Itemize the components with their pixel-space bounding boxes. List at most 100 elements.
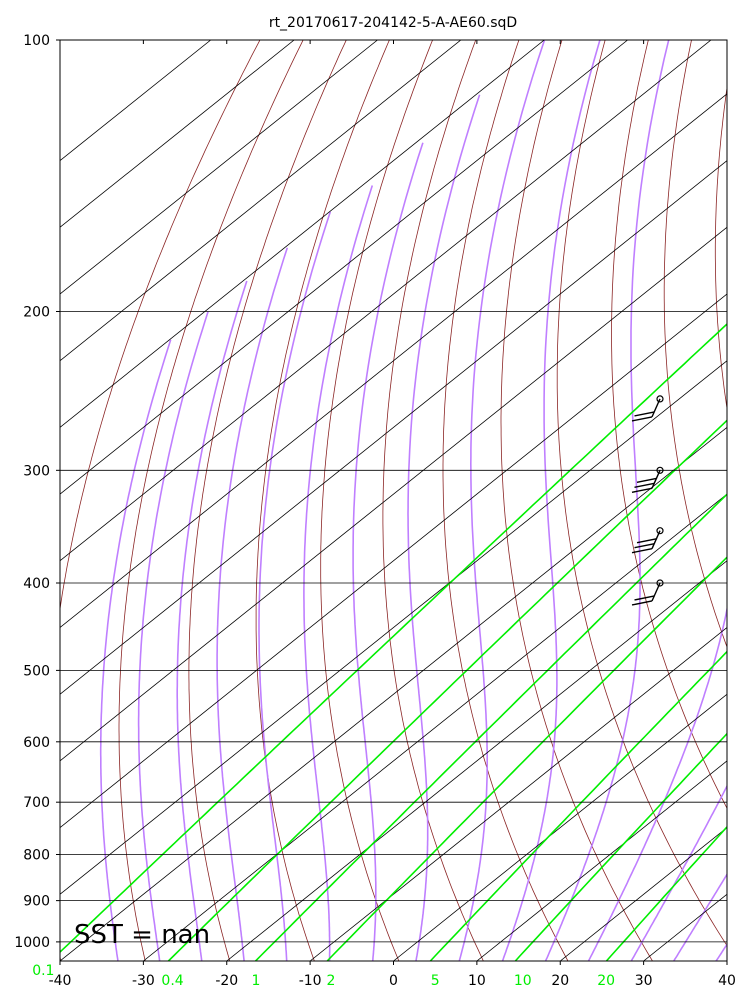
x-tick-label: 40 [718, 973, 736, 989]
x-tick-label: 0 [389, 973, 398, 989]
moist-adiabat [458, 40, 546, 961]
wind-barb [631, 466, 664, 493]
wind-barb [631, 395, 664, 422]
dry-adiabat [442, 40, 569, 961]
y-tick-label: 300 [23, 463, 50, 479]
moist-adiabat [746, 40, 750, 979]
mixing-ratio-label: 0.1 [32, 963, 54, 979]
wind-barb-flag [634, 411, 655, 417]
mixing-ratio-label: 5 [431, 973, 440, 989]
wind-barbs [631, 395, 664, 606]
isotherm [60, 40, 628, 495]
dry-adiabat [382, 40, 484, 961]
wind-barb-flag [634, 543, 655, 549]
dry-adiabat [118, 40, 304, 961]
mixing-ratio-line [605, 825, 727, 961]
mixing-ratio-label: 10 [514, 973, 532, 989]
wind-barb-flag [631, 548, 653, 554]
wind-barb-station [656, 579, 664, 587]
isotherm [60, 426, 727, 961]
moist-adiabat [303, 185, 374, 961]
y-tick-label: 900 [23, 894, 50, 910]
wind-barb-staff [651, 398, 661, 418]
dry-adiabat [611, 40, 727, 810]
isotherm [60, 40, 712, 562]
dry-adiabat [714, 85, 727, 411]
isotherm [226, 560, 727, 961]
wind-barb-flag [634, 595, 655, 601]
isotherm [309, 626, 727, 961]
mixing-ratio-labels: 0.1 0.4 1 2 5 10 20 [32, 963, 615, 989]
mixing-ratio-line [326, 556, 727, 961]
moist-adiabat [216, 247, 289, 961]
wind-barb-station [656, 466, 664, 474]
y-axis-ticks: 100 200 300 400 500 600 700 800 900 1000 [14, 33, 60, 951]
y-tick-label: 800 [23, 847, 50, 863]
dry-adiabat [500, 40, 653, 961]
x-tick-label: -10 [299, 973, 322, 989]
isobar-gridlines [60, 39, 727, 943]
x-tick-label: -40 [49, 973, 72, 989]
dry-adiabat [556, 40, 727, 947]
moist-adiabat [672, 872, 727, 961]
y-tick-label: 700 [23, 795, 50, 811]
wind-barb [631, 527, 664, 554]
x-tick-label: 10 [468, 973, 486, 989]
isotherm [60, 40, 378, 295]
isotherm [726, 960, 727, 961]
moist-adiabat [176, 280, 248, 961]
y-tick-label: 1000 [14, 935, 50, 951]
isotherm [143, 493, 727, 961]
moist-adiabat [99, 339, 172, 961]
moist-adiabat [258, 211, 332, 961]
wind-barb-staff [651, 582, 661, 602]
isotherm [60, 40, 295, 228]
y-tick-label: 400 [23, 576, 50, 592]
moist-adiabat [352, 142, 424, 961]
mixing-ratio-label: 1 [251, 973, 260, 989]
x-tick-label: -30 [132, 973, 155, 989]
dry-adiabat [255, 40, 390, 961]
wind-barb-station [656, 395, 664, 403]
wind-barb-flag [631, 600, 653, 606]
mixing-ratio-label: 2 [327, 973, 336, 989]
isotherm [60, 360, 727, 895]
mixing-ratio-label: 20 [597, 973, 615, 989]
dry-adiabat [60, 40, 261, 961]
sst-annotation: SST = nan [74, 920, 210, 950]
isotherm [60, 160, 727, 695]
moist-adiabat [407, 94, 481, 961]
mixing-ratio-line [514, 732, 727, 961]
wind-barb-flag [631, 416, 653, 422]
background-lines [60, 40, 750, 979]
wind-barb-flag [631, 487, 653, 493]
isotherm [60, 40, 462, 362]
dry-adiabat [663, 40, 727, 649]
isotherm [60, 40, 545, 428]
x-tick-label: 20 [551, 973, 569, 989]
wind-barb-flag [636, 477, 658, 483]
y-tick-label: 100 [23, 33, 50, 49]
wind-barb-flag [636, 538, 658, 544]
wind-barb [631, 579, 664, 606]
isotherm [60, 226, 727, 762]
moist-adiabat [630, 784, 727, 961]
x-tick-label: -20 [215, 973, 238, 989]
isotherm [60, 40, 211, 162]
wind-barb-staff [651, 530, 661, 549]
x-tick-label: 30 [635, 973, 653, 989]
moist-adiabat [587, 605, 727, 961]
mixing-ratio-line [60, 322, 727, 954]
mixing-ratio-line [429, 650, 727, 961]
y-tick-label: 200 [23, 304, 50, 320]
dry-adiabat [188, 40, 347, 961]
chart-title: rt_20170617-204142-5-A-AE60.sqD [269, 15, 517, 31]
moist-adiabat [544, 40, 670, 961]
isotherm [60, 293, 727, 829]
mixing-ratio-line [254, 493, 727, 961]
moist-adiabat [137, 311, 209, 961]
wind-barb-staff [651, 470, 661, 489]
isotherm [393, 693, 727, 961]
y-tick-label: 600 [23, 735, 50, 751]
